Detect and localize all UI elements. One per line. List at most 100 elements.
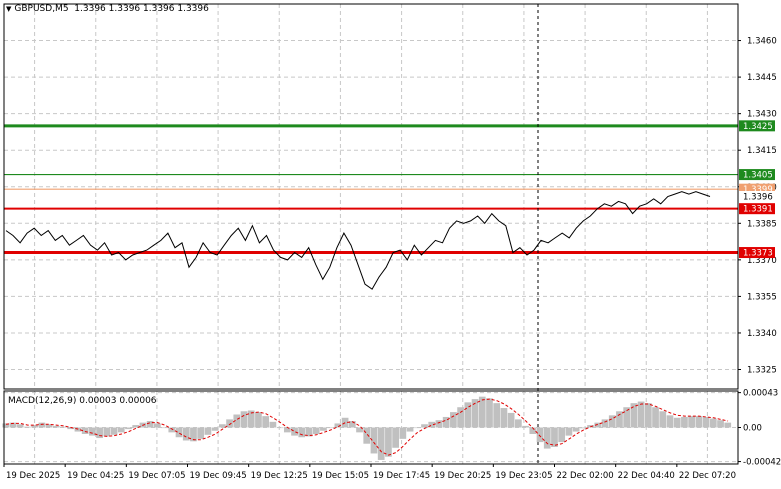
macd-bar <box>110 427 118 435</box>
macd-bar <box>565 427 573 436</box>
macd-bar <box>608 415 616 428</box>
macd-bar <box>702 416 710 428</box>
macd-bar <box>38 422 46 428</box>
level-tag-label: 1.3373 <box>743 249 773 259</box>
macd-bar <box>486 398 493 428</box>
level-tag-label: 1.3399 <box>743 185 773 195</box>
macd-signal-series <box>5 398 729 456</box>
macd-bar <box>450 412 457 428</box>
macd-bar <box>298 427 306 438</box>
macd-bar <box>132 425 140 428</box>
macd-bar <box>457 407 464 428</box>
current-price-tag-label: 1.3396 <box>743 193 773 203</box>
price-tick-label: 1.3415 <box>747 146 777 156</box>
macd-name: MACD(12,26,9) <box>8 396 77 406</box>
time-tick-label: 19 Dec 2025 <box>6 471 60 481</box>
macd-bar <box>240 411 248 428</box>
macd-bar <box>709 418 717 428</box>
time-tick-label: 22 Dec 02:00 <box>557 471 614 481</box>
macd-bar <box>406 427 414 432</box>
macd-bar <box>117 427 125 433</box>
macd-bar <box>616 411 623 428</box>
macd-bar <box>356 427 363 433</box>
macd-bar <box>601 419 609 428</box>
macd-bar <box>623 407 631 428</box>
macd-bar <box>146 421 154 428</box>
macd-bar <box>370 427 378 454</box>
price-grid <box>4 4 738 389</box>
macd-bar <box>175 427 183 438</box>
macd-bar <box>320 427 327 431</box>
level-tag-label: 1.3391 <box>743 205 773 215</box>
price-tick-label: 1.3355 <box>747 292 777 302</box>
macd-bar <box>89 427 96 436</box>
time-tick-label: 19 Dec 20:25 <box>434 471 491 481</box>
macd-bar <box>594 422 602 428</box>
macd-bar <box>579 427 587 429</box>
macd-bar <box>385 427 392 457</box>
time-tick-label: 22 Dec 04:40 <box>618 471 675 481</box>
macd-bar <box>211 427 219 431</box>
macd-bar <box>24 426 31 428</box>
level-tag-bg <box>739 120 775 132</box>
macd-bar <box>399 427 407 439</box>
time-tick-label: 22 Dec 07:20 <box>679 471 736 481</box>
macd-bar <box>226 419 233 428</box>
macd-bar <box>197 427 205 439</box>
macd-bar <box>182 427 190 441</box>
price-tick-label: 1.3460 <box>747 37 777 47</box>
macd-tick-label: -0.00042 <box>743 458 781 468</box>
macd-bar <box>334 423 342 428</box>
macd-bar <box>471 399 479 428</box>
level-tag-label: 1.3425 <box>743 122 773 132</box>
macd-bar <box>435 420 443 428</box>
macd-bar <box>688 416 696 428</box>
macd-bar <box>312 427 320 434</box>
price-tick-label: 1.3445 <box>747 73 777 83</box>
macd-bar <box>154 423 161 428</box>
macd-histogram <box>2 396 732 460</box>
macd-bar <box>572 427 580 432</box>
dropdown-triangle-icon[interactable]: ▼ <box>6 5 12 13</box>
macd-signal-line <box>5 398 729 456</box>
macd-bar <box>507 412 515 428</box>
price-series <box>5 191 711 290</box>
macd-bar <box>652 407 659 428</box>
current-price-tag-bg <box>739 191 775 202</box>
macd-bar <box>247 410 255 428</box>
macd-bar <box>630 403 638 428</box>
macd-bar <box>392 427 399 448</box>
chart-header: ▼ GBPUSD,M5 1.3396 1.3396 1.3396 1.3396 <box>6 4 209 14</box>
macd-bar <box>673 417 681 428</box>
macd-bar <box>493 403 501 428</box>
macd-bar <box>363 427 371 444</box>
level-lines <box>4 124 738 255</box>
time-tick-label: 19 Dec 12:25 <box>251 471 308 481</box>
macd-bar <box>125 427 132 430</box>
macd-bar <box>81 427 89 434</box>
macd-bar <box>551 427 558 447</box>
time-tick-label: 19 Dec 04:25 <box>67 471 124 481</box>
macd-tick-label: 0.00043 <box>743 389 778 399</box>
macd-bar <box>233 414 241 428</box>
level-tag-bg <box>739 247 775 259</box>
time-tick-label: 19 Dec 17:45 <box>373 471 430 481</box>
level-tag-bg <box>739 203 775 215</box>
macd-header: MACD(12,26,9) 0.00003 0.00006 <box>8 396 157 406</box>
price-line <box>5 191 711 290</box>
macd-bar <box>276 427 284 429</box>
time-tick-label: 19 Dec 23:05 <box>495 471 552 481</box>
macd-bar <box>190 427 197 442</box>
macd-bar <box>348 421 356 428</box>
macd-bar <box>500 408 508 428</box>
time-tick-label: 19 Dec 09:45 <box>190 471 247 481</box>
macd-bar <box>161 427 168 429</box>
macd-bar <box>168 427 176 433</box>
macd-bar <box>659 411 667 428</box>
time-tick-label: 19 Dec 07:05 <box>128 471 185 481</box>
macd-bar <box>262 416 270 428</box>
macd-bar <box>16 424 24 428</box>
macd-bar <box>428 421 436 428</box>
macd-bar <box>681 416 688 428</box>
